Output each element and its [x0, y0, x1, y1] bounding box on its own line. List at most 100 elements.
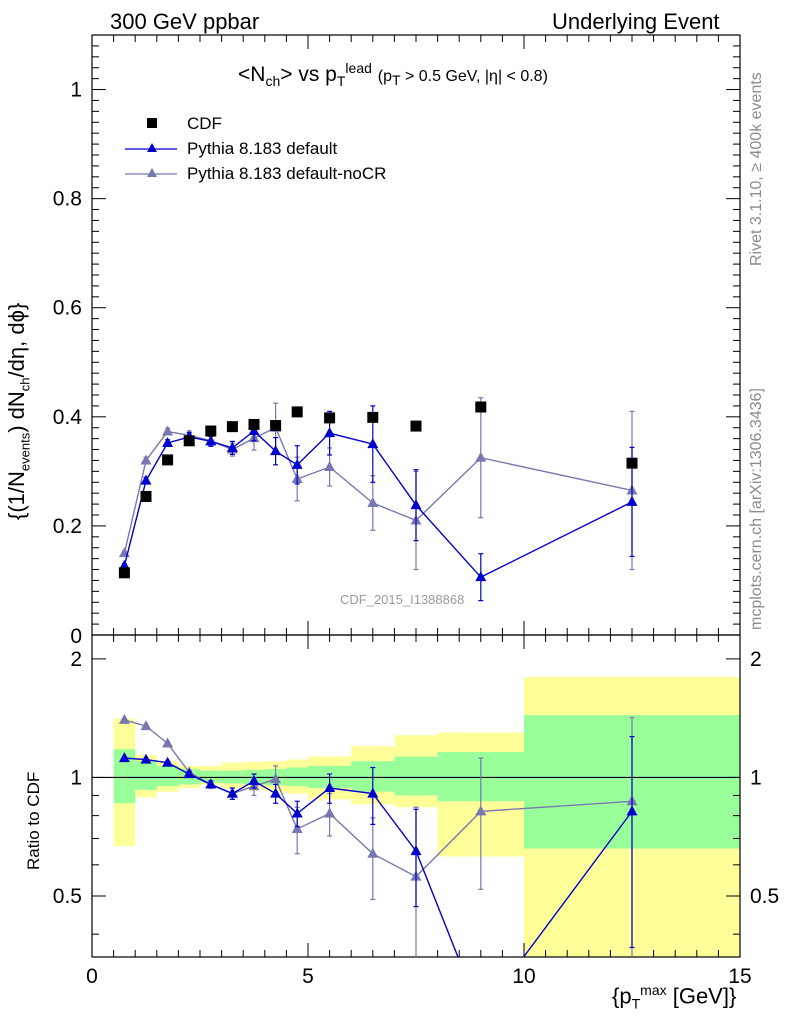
ratio-y-tick-label-right: 1 [750, 766, 762, 789]
xlabel-sub: T [631, 995, 641, 1012]
plot-title: <Nch> vs pTlead (pT > 0.5 GeV, |η| < 0.8… [238, 60, 548, 89]
ratio-default-point [475, 1009, 486, 1019]
ratio-nocr-point [162, 737, 174, 748]
ratio-nocr-point [475, 805, 487, 816]
main-default-point [291, 458, 303, 469]
x-tick-label: 10 [512, 965, 535, 988]
cdf-data-point [140, 490, 152, 502]
title-cuts-open: (p [377, 68, 392, 85]
main-default-series-line [123, 430, 633, 579]
main-nocr-point [324, 461, 336, 471]
main-default-point [248, 425, 260, 435]
ratio-default-point [367, 787, 379, 798]
ratio-y-tick-label-left: 1 [70, 766, 82, 789]
main-y-tick-label: 1 [70, 79, 82, 102]
legend-marker-triangle-lilac-icon [125, 168, 177, 177]
title-main: <N [238, 63, 266, 86]
main-nocr-series-line [123, 426, 633, 554]
ratio-default-point [626, 805, 638, 816]
main-nocr-point [475, 451, 487, 462]
main-default-point [205, 435, 217, 446]
ratio-default-point [270, 787, 282, 798]
main-default-point [410, 499, 422, 510]
ratio-band-inner [394, 756, 438, 796]
xlabel-sup: max [640, 982, 667, 998]
cdf-data-point [626, 457, 638, 469]
legend-marker-triangle-blue-icon [125, 143, 177, 152]
main-nocr-point [140, 454, 152, 465]
main-y-tick-label: 0.2 [53, 515, 82, 538]
ylabel-sub2: ch [17, 377, 33, 392]
main-y-zero-label: 0 [70, 625, 82, 648]
cdf-data-point [324, 412, 336, 424]
ylabel-part3: /dη, dϕ} [4, 302, 29, 378]
ratio-data-group [118, 713, 638, 1019]
main-y-tick-label: 0.8 [53, 188, 82, 211]
main-y-tick-label: 0.6 [53, 297, 82, 320]
title-cuts: (pT > 0.5 GeV, |η| < 0.8) [377, 68, 548, 89]
ratio-default-point [410, 845, 422, 856]
main-y-tick-label: 0.4 [53, 406, 83, 429]
ratio-nocr-series-line [124, 719, 633, 878]
ratio-nocr-point [140, 720, 152, 731]
cdf-data-point [270, 420, 282, 432]
main-default-point [367, 438, 379, 449]
cdf-data-point [248, 418, 260, 430]
x-tick-label: 5 [302, 965, 314, 988]
ratio-band-inner [135, 761, 157, 790]
ylabel-part1: {(1/N [4, 471, 29, 520]
ratio-ylabel: Ratio to CDF [24, 771, 43, 870]
cdf-data-point [205, 425, 217, 437]
title-main-sub: ch [265, 73, 281, 90]
ratio-default-point [291, 807, 303, 818]
main-ylabel: {(1/Nevents) dNch/dη, dϕ} [4, 303, 32, 520]
cdf-data-point [162, 454, 174, 466]
cdf-data-point [118, 567, 130, 579]
main-default-point [226, 441, 238, 452]
ratio-nocr-point [291, 822, 303, 833]
xlabel-part2: [GeV]} [666, 983, 737, 1009]
ratio-y-tick-label-right: 0.5 [750, 885, 779, 908]
main-default-point [270, 445, 282, 456]
ratio-default-point [205, 778, 217, 789]
legend-label-cdf: CDF [187, 114, 222, 133]
legend-label-default: Pythia 8.183 default [187, 139, 338, 158]
x-tick-label: 0 [86, 965, 98, 988]
ratio-band-inner [113, 749, 136, 804]
ratio-band-inner [156, 765, 179, 787]
ylabel-sub1: events [17, 432, 33, 472]
title-cuts-sub: T [391, 72, 401, 89]
rivet-label: Rivet 3.1.10, ≥ 400k events [748, 72, 765, 266]
ratio-default-point [162, 756, 174, 767]
title-pt-sup: lead [345, 60, 372, 76]
ratio-y-tick-label-right: 2 [750, 648, 762, 671]
title-cuts-rest: > 0.5 GeV, |η| < 0.8) [400, 68, 548, 85]
title-pt-sub: T [336, 73, 346, 90]
ratio-y-tick-label-left: 2 [70, 648, 82, 671]
main-default-point [118, 559, 130, 570]
main-nocr-point [367, 497, 379, 507]
ratio-band-inner [200, 770, 222, 783]
x-tick-label: 15 [728, 965, 751, 988]
main-default-point [475, 571, 487, 582]
main-default-point [626, 495, 638, 506]
legend-label-nocr: Pythia 8.183 default-noCR [187, 164, 387, 183]
ratio-nocr-point [324, 807, 336, 818]
cdf-data-point [226, 421, 238, 433]
ratio-nocr-point [270, 773, 282, 784]
ratio-default-point [118, 752, 130, 763]
ylabel-part2: ) dN [4, 391, 29, 433]
cdf-data-point [183, 435, 195, 447]
main-default-point [140, 474, 152, 485]
cdf-data-point [410, 420, 422, 432]
analysis-watermark: CDF_2015_I1388868 [340, 592, 465, 607]
ratio-nocr-point [367, 847, 379, 858]
ratio-nocr-point [118, 713, 130, 724]
header-left: 300 GeV ppbar [110, 9, 260, 34]
x-axis-label: {pTmax [GeV]} [612, 982, 736, 1012]
xlabel-part1: {p [612, 983, 632, 1009]
main-default-point [162, 437, 174, 447]
ratio-default-point [324, 782, 336, 793]
cdf-data-point [475, 401, 487, 413]
